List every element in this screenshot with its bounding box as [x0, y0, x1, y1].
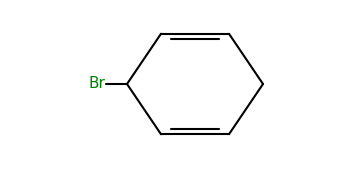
Text: Br: Br	[88, 77, 105, 91]
